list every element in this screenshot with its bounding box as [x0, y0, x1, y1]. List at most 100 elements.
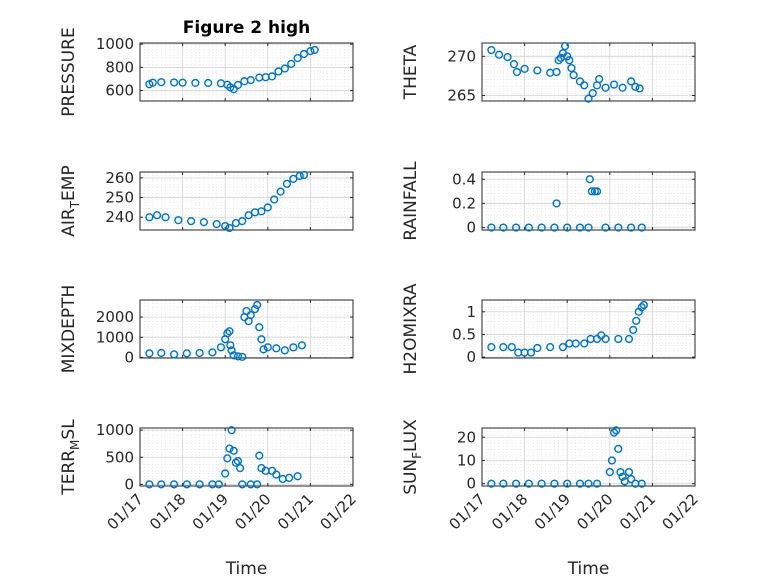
axes-box [139, 42, 354, 102]
data-point [267, 72, 277, 81]
subplot-8: 0 10 20 01/17 01/18 01/19 01/20 01/21 01/22 Time S… [401, 419, 702, 579]
y-axis-label: SUNFLUX [401, 419, 424, 495]
data-point [229, 446, 238, 455]
data-point [487, 223, 496, 232]
data-point [229, 85, 238, 94]
data-point [212, 220, 221, 229]
data-point [626, 474, 636, 484]
data-point [225, 444, 234, 453]
data-point [233, 352, 243, 361]
x-tick-label: 01/18 [146, 490, 189, 533]
data-point [552, 199, 561, 208]
axes-box [481, 299, 696, 359]
data-point [255, 323, 264, 332]
data-point [255, 451, 264, 460]
y-tick-label: 265 [447, 87, 476, 105]
plot-area [482, 172, 695, 230]
data-point [595, 74, 604, 84]
y-tick-label: 800 [105, 58, 134, 76]
data-point [533, 66, 542, 75]
y-axis-label: THETA [401, 44, 421, 100]
y-tick-label: 250 [105, 189, 134, 207]
y-tick-label: 0.2 [452, 194, 476, 212]
data-point [601, 83, 610, 92]
x-tick-label: 01/19 [531, 490, 574, 533]
subplot-2: 265 270 THETA [401, 42, 696, 105]
data-point [580, 81, 589, 90]
data-point [238, 217, 247, 226]
data-point [270, 195, 279, 204]
y-tick-label: 1 [466, 303, 476, 321]
data-point [614, 334, 623, 344]
data-point [560, 42, 570, 51]
y-axis-label: RAINFALL [401, 161, 421, 241]
data-point [259, 345, 268, 354]
data-point [250, 304, 260, 314]
data-point [537, 223, 546, 232]
y-tick-label: 0 [124, 475, 134, 493]
data-point [565, 56, 574, 65]
data-point [637, 479, 646, 488]
x-tick-label: 01/17 [104, 490, 147, 533]
data-point [280, 64, 289, 73]
data-point [509, 60, 519, 69]
data-point [225, 327, 234, 336]
x-tick-label: 01/22 [317, 490, 360, 533]
data-point [208, 348, 217, 357]
axes-box [481, 427, 696, 487]
data-point [204, 78, 213, 88]
data-point [157, 348, 166, 358]
data-point [511, 479, 521, 488]
data-point [631, 82, 640, 91]
y-tick-label: 270 [447, 47, 476, 65]
data-point [253, 300, 262, 310]
data-point [524, 223, 533, 232]
y-tick-label: 0 [124, 348, 134, 366]
y-tick-label: 0.5 [452, 325, 476, 343]
data-point [225, 223, 234, 233]
data-point [569, 71, 578, 80]
data-point [221, 469, 230, 478]
data-point [272, 344, 281, 353]
y-tick-label: 240 [105, 208, 134, 226]
data-point [157, 480, 166, 489]
data-point [246, 311, 255, 320]
data-point [293, 472, 302, 481]
x-tick-label: 01/18 [488, 490, 531, 533]
x-tick-label: 01/22 [659, 490, 702, 533]
data-point [233, 80, 243, 90]
data-point [571, 339, 580, 348]
data-point [585, 175, 594, 184]
data-point [221, 221, 230, 231]
data-point [487, 45, 496, 55]
data-point [199, 218, 209, 227]
data-point [637, 223, 646, 232]
data-point [223, 329, 232, 338]
data-point [236, 464, 245, 473]
data-point [614, 444, 623, 453]
chart-title: Figure 2 high [183, 18, 311, 38]
data-point [592, 479, 602, 488]
data-point [575, 223, 585, 232]
data-point [293, 53, 302, 63]
x-axis-label: Time [567, 559, 610, 579]
data-point [552, 67, 561, 77]
data-point [306, 47, 315, 56]
y-axis-label: AIRTEMP [59, 165, 82, 236]
subplot-7: 0 500 1000 01/17 01/18 01/19 01/20 01/21 01/22 Ti… [59, 419, 360, 579]
data-point [182, 349, 191, 358]
y-axis-label: H2OMIXRA [401, 283, 421, 374]
x-axis-label: Time [225, 559, 268, 579]
data-point [285, 473, 294, 482]
y-tick-label: 1000 [96, 328, 134, 346]
data-point [226, 341, 235, 350]
y-axis-label: TERRMSL [59, 419, 82, 496]
data-point [487, 479, 496, 488]
data-point [145, 213, 154, 222]
data-point [169, 78, 179, 87]
plot-area [140, 172, 353, 230]
data-point [145, 349, 154, 358]
axes-box [139, 171, 354, 231]
